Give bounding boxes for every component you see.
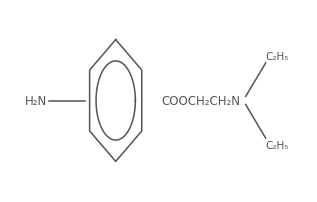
Text: H₂N: H₂N — [25, 95, 48, 107]
Text: COOCH₂CH₂N: COOCH₂CH₂N — [162, 95, 241, 107]
Text: C₂H₅: C₂H₅ — [266, 140, 289, 150]
Text: C₂H₅: C₂H₅ — [266, 52, 289, 62]
